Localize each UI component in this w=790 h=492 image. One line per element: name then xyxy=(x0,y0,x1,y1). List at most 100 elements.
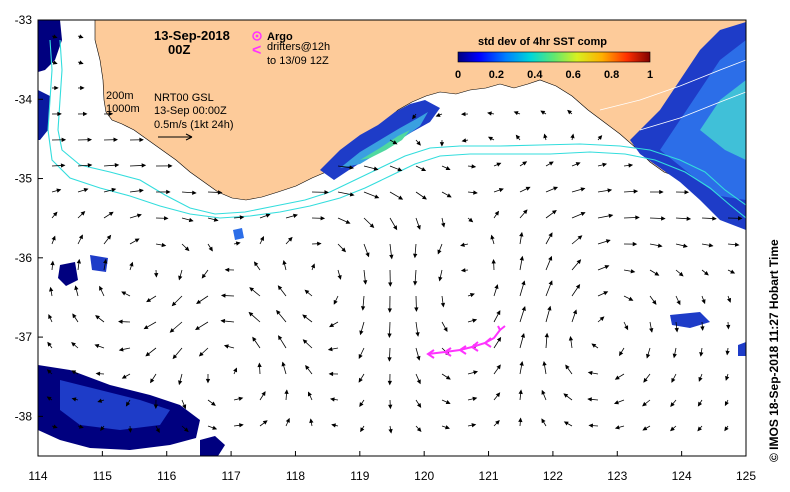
current-arrow xyxy=(155,189,171,195)
current-arrow xyxy=(51,85,59,91)
current-arrow xyxy=(568,335,574,349)
current-arrow xyxy=(646,347,651,359)
current-arrow xyxy=(675,190,690,195)
current-arrow xyxy=(435,112,443,117)
current-arrow xyxy=(670,425,677,432)
current-arrow xyxy=(441,321,448,333)
current-arrow xyxy=(467,217,474,223)
current-arrow xyxy=(623,189,639,194)
isobath-1000m xyxy=(47,39,746,219)
current-arrow xyxy=(77,163,93,168)
current-arrow xyxy=(358,347,365,359)
current-arrow xyxy=(337,217,351,224)
current-arrow xyxy=(493,336,502,349)
current-arrow xyxy=(467,396,478,401)
current-arrow xyxy=(330,397,339,402)
current-arrow xyxy=(725,373,730,381)
current-arrow xyxy=(76,258,81,271)
x-tick-label: 115 xyxy=(93,469,112,483)
current-arrow xyxy=(493,210,500,219)
x-tick-label: 124 xyxy=(672,469,692,483)
x-tick-label: 117 xyxy=(222,469,241,483)
current-arrow xyxy=(129,163,147,168)
current-arrow xyxy=(100,425,105,432)
current-arrow xyxy=(285,236,293,245)
current-arrow xyxy=(389,243,394,260)
current-arrow xyxy=(563,421,573,427)
current-arrow xyxy=(99,285,105,297)
current-arrow xyxy=(146,295,157,303)
current-arrow xyxy=(363,165,379,171)
imos-credit: © IMOS 18-Sep-2018 11:27 Hobart Time xyxy=(767,239,781,462)
y-axis: -33 -34 -35 -36 -37 -38 xyxy=(15,13,43,423)
current-arrow xyxy=(77,137,93,142)
current-arrow xyxy=(360,295,366,311)
current-arrow xyxy=(220,318,235,324)
current-arrow xyxy=(51,34,58,39)
current-arrow xyxy=(205,373,211,384)
current-arrow xyxy=(259,391,266,401)
current-arrow xyxy=(698,373,703,382)
current-arrow xyxy=(195,321,209,331)
current-arrow xyxy=(587,370,599,376)
current-arrow xyxy=(649,216,666,221)
current-arrow xyxy=(49,286,54,297)
argo-icon xyxy=(252,31,262,41)
current-arrow xyxy=(724,399,729,407)
current-arrow xyxy=(674,321,679,333)
current-arrow xyxy=(249,287,261,297)
current-arrow xyxy=(77,234,83,245)
current-arrow xyxy=(304,289,313,297)
current-arrow xyxy=(77,111,88,117)
current-arrow xyxy=(727,295,732,303)
current-arrow xyxy=(412,113,417,120)
current-arrow xyxy=(125,399,131,407)
current-arrow xyxy=(701,243,714,248)
current-arrow xyxy=(97,398,105,403)
current-arrow xyxy=(597,213,614,219)
current-arrow xyxy=(155,425,160,434)
x-tick-label: 119 xyxy=(350,469,369,483)
plot-frame xyxy=(37,19,747,457)
current-arrow xyxy=(519,231,524,245)
current-arrow xyxy=(493,310,501,323)
drifter-tracks xyxy=(426,325,506,359)
current-arrow xyxy=(701,216,717,221)
isobath-200m-label: 200m xyxy=(106,90,134,102)
current-arrow xyxy=(388,425,393,434)
current-arrow xyxy=(145,347,157,357)
current-arrow xyxy=(597,135,603,141)
current-arrow xyxy=(613,399,625,405)
current-arrow xyxy=(150,373,157,384)
current-arrow xyxy=(129,188,144,193)
current-arrow xyxy=(118,319,131,324)
current-arrow xyxy=(415,165,427,172)
current-arrow xyxy=(181,190,197,195)
current-arrow xyxy=(619,347,625,357)
current-arrow xyxy=(257,362,262,375)
current-arrow xyxy=(278,335,287,349)
current-arrow xyxy=(675,269,684,277)
current-arrow xyxy=(727,216,743,221)
current-arrow xyxy=(563,393,573,401)
current-arrow xyxy=(181,399,187,410)
current-arrow xyxy=(565,364,573,375)
current-arrow xyxy=(649,321,654,333)
scale-arrow xyxy=(158,133,193,141)
current-arrow xyxy=(143,321,157,330)
x-tick-label: 116 xyxy=(157,469,176,483)
current-arrow xyxy=(588,423,599,428)
current-arrow xyxy=(103,187,117,193)
current-arrow xyxy=(623,241,638,247)
current-arrow xyxy=(285,417,290,427)
current-arrow xyxy=(77,34,84,39)
x-tick-label: 120 xyxy=(414,469,434,483)
current-arrow xyxy=(415,139,421,146)
current-arrow xyxy=(519,361,524,375)
current-arrow xyxy=(337,165,355,170)
current-arrow xyxy=(360,425,365,433)
current-arrow xyxy=(259,236,264,245)
current-arrow xyxy=(121,291,131,297)
current-arrow xyxy=(727,269,736,274)
current-arrow xyxy=(201,269,209,279)
